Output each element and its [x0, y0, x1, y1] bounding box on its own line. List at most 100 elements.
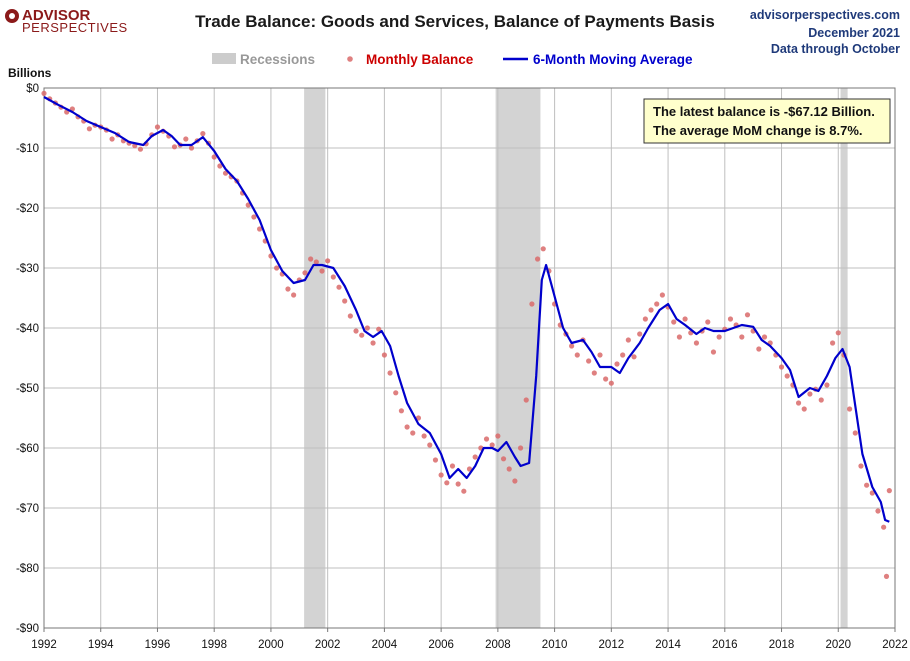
monthly-balance-point: [404, 424, 410, 430]
monthly-balance-point: [370, 340, 376, 346]
monthly-balance-point: [438, 472, 444, 478]
monthly-balance-point: [778, 364, 785, 370]
monthly-balance-point: [631, 354, 637, 360]
monthly-balance-point: [393, 390, 399, 396]
monthly-balance-point: [574, 352, 580, 358]
monthly-balance-point: [676, 334, 683, 340]
monthly-balance-point: [534, 256, 541, 262]
x-tick-label: 1998: [201, 639, 227, 651]
monthly-balance-point: [495, 433, 501, 439]
monthly-balance-point: [308, 256, 314, 262]
monthly-balance-point: [398, 408, 405, 414]
x-tick-label: 2016: [712, 639, 738, 651]
monthly-balance-point: [359, 332, 365, 338]
monthly-balance-point: [512, 478, 518, 484]
monthly-balance-point: [154, 124, 161, 130]
monthly-balance-point: [614, 361, 620, 367]
monthly-balance-point: [591, 370, 597, 376]
monthly-balance-point: [353, 328, 359, 334]
x-tick-label: 2020: [825, 639, 851, 651]
monthly-balance-point: [705, 319, 711, 325]
data-through: Data through October: [771, 42, 900, 56]
monthly-balance-point: [682, 316, 688, 322]
monthly-balance-point: [529, 301, 535, 307]
x-tick-label: 2010: [542, 639, 568, 651]
advisor-perspectives-logo: ADVISOR PERSPECTIVES: [5, 7, 127, 35]
y-tick-labels: $0 -$10 -$20 -$30 -$40 -$50 -$60 -$70 -$80 -$90: [16, 83, 39, 635]
monthly-balance-point: [883, 573, 890, 580]
monthly-balance-point: [716, 334, 722, 340]
monthly-balance-point: [171, 144, 178, 150]
monthly-balance-point: [869, 490, 875, 496]
recession-band-0: [304, 88, 326, 628]
x-tick-label: 2004: [372, 639, 398, 651]
monthly-balance-point: [620, 352, 626, 358]
monthly-balance-point: [597, 352, 603, 358]
y-tick-label: -$20: [16, 203, 39, 215]
monthly-balance-point: [824, 382, 830, 388]
monthly-balance-point: [608, 380, 614, 386]
monthly-balance-point: [795, 400, 802, 406]
recession-band-1: [495, 88, 541, 628]
chart-title: Trade Balance: Goods and Services, Balan…: [195, 12, 715, 31]
monthly-balance-point: [325, 258, 331, 264]
monthly-balance-point: [313, 259, 319, 265]
monthly-balance-point: [376, 326, 382, 332]
monthly-balance-point: [415, 415, 422, 421]
monthly-balance-point: [625, 337, 631, 343]
legend: Recessions Monthly Balance 6-Month Movin…: [212, 52, 693, 67]
source-site: advisorperspectives.com: [750, 8, 900, 22]
monthly-balance-point: [109, 136, 115, 142]
monthly-balance-point: [336, 284, 342, 290]
monthly-balance-point: [829, 340, 836, 346]
monthly-balance-point: [86, 126, 92, 132]
monthly-balance-point: [642, 316, 648, 322]
monthly-balance-point: [472, 454, 478, 460]
y-axis-label: Billions: [8, 66, 52, 80]
x-tick-label: 2000: [258, 639, 284, 651]
y-tick-label: -$10: [16, 143, 39, 155]
monthly-balance-point: [364, 325, 370, 331]
monthly-balance-point: [852, 430, 858, 436]
monthly-balance-point: [466, 466, 473, 472]
monthly-balance-point: [847, 406, 853, 412]
monthly-balance-point: [449, 463, 456, 469]
publish-date: December 2021: [808, 26, 900, 40]
monthly-balance-point: [727, 316, 734, 322]
monthly-balance-point: [200, 131, 206, 137]
y-tick-label: -$80: [16, 563, 39, 575]
monthly-balance-point: [586, 358, 592, 364]
annotation-line2: The average MoM change is 8.7%.: [653, 123, 863, 138]
legend-recessions-label: Recessions: [240, 52, 315, 67]
x-tick-label: 2018: [769, 639, 795, 651]
monthly-balance-points: [41, 90, 892, 580]
monthly-balance-point: [756, 346, 762, 352]
gridlines: [43, 87, 896, 632]
annotation-background: [643, 98, 891, 144]
monthly-balance-point: [217, 163, 223, 169]
monthly-balance-point: [671, 319, 677, 325]
x-tick-label: 2014: [655, 639, 681, 651]
monthly-balance-point: [285, 286, 291, 292]
legend-monthly-marker: [347, 56, 353, 62]
monthly-balance-point: [483, 436, 490, 442]
x-tick-label: 1996: [145, 639, 171, 651]
monthly-balance-point: [410, 430, 416, 436]
monthly-balance-point: [41, 90, 47, 96]
monthly-balance-point: [835, 330, 841, 336]
monthly-balance-point: [347, 313, 353, 319]
monthly-balance-point: [137, 146, 144, 152]
annotation-box: The latest balance is -$67.12 Billion. T…: [643, 98, 891, 144]
plot-border: [43, 87, 896, 629]
monthly-balance-point: [455, 481, 461, 487]
monthly-balance-point: [659, 292, 665, 298]
monthly-balance-point: [603, 376, 609, 382]
monthly-balance-point: [421, 433, 427, 439]
monthly-balance-point: [807, 391, 813, 397]
monthly-balance-point: [256, 226, 263, 232]
monthly-balance-point: [500, 456, 507, 462]
monthly-balance-point: [302, 270, 308, 276]
monthly-balance-point: [291, 292, 297, 298]
logo-line1: ADVISOR: [22, 7, 91, 24]
